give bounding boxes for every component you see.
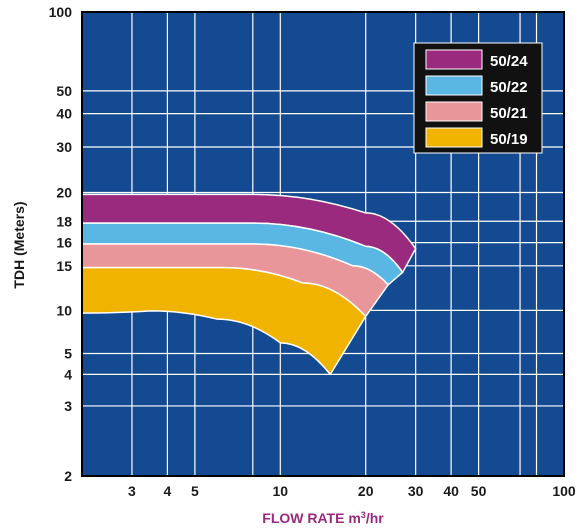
x-tick-label: 4: [164, 483, 172, 499]
performance-bands: [81, 193, 417, 376]
band-50-19: [81, 266, 367, 376]
y-tick-label: 15: [56, 258, 72, 274]
x-tick-label: 5: [191, 483, 199, 499]
y-tick-label: 16: [56, 235, 72, 251]
plot-frame: [81, 11, 565, 477]
legend-swatch: [425, 127, 483, 148]
y-tick-label: 50: [56, 83, 72, 99]
y-tick-label: 100: [49, 4, 73, 20]
y-tick-label: 5: [64, 346, 72, 362]
y-tick-label: 30: [56, 139, 72, 155]
legend-label: 50/22: [490, 79, 528, 96]
y-tick-label: 20: [56, 184, 72, 200]
y-tick-label: 18: [56, 213, 72, 229]
x-tick-label: 40: [443, 483, 459, 499]
y-tick-label: 40: [56, 106, 72, 122]
legend-swatch: [425, 101, 483, 122]
y-tick-label: 3: [64, 398, 72, 414]
y-axis-title: TDH (Meters): [11, 201, 27, 288]
legend: 50/24 50/22 50/21 50/19: [413, 42, 543, 154]
x-tick-label: 50: [471, 483, 487, 499]
x-tick-label: 10: [273, 483, 289, 499]
x-tick-label: 30: [408, 483, 424, 499]
legend-label: 50/24: [490, 53, 528, 70]
legend-label: 50/19: [490, 131, 528, 148]
y-tick-labels: 100 50 40 30 20 18 16 15 10 5 4 3 2: [49, 4, 73, 484]
legend-swatch: [425, 75, 483, 96]
x-axis-title-sup: 3: [361, 510, 366, 520]
y-tick-label: 2: [64, 468, 72, 484]
legend-swatch: [425, 49, 483, 70]
x-tick-label: 3: [128, 483, 136, 499]
x-axis-title: FLOW RATE m3/hr: [262, 510, 384, 526]
x-tick-labels: 3 4 5 10 20 30 40 50 100: [128, 483, 576, 499]
y-tick-label: 10: [56, 302, 72, 318]
x-axis-title-main: FLOW RATE m: [262, 510, 361, 526]
legend-label: 50/21: [490, 105, 528, 122]
x-tick-label: 100: [552, 483, 576, 499]
y-tick-label: 4: [64, 366, 72, 382]
x-axis-title-suffix: /hr: [366, 510, 384, 526]
x-tick-label: 20: [358, 483, 374, 499]
